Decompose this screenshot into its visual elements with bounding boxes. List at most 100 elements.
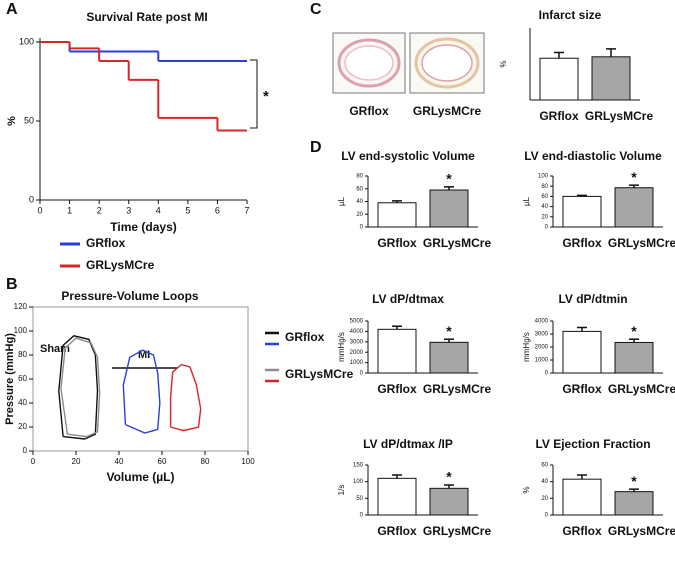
y-axis-label: Pressure (mmHg) xyxy=(4,333,16,425)
y-axis-label: % xyxy=(499,60,508,67)
chart-title: LV end-systolic Volume xyxy=(341,149,475,163)
y-tick-label: 60 xyxy=(541,463,548,469)
bar xyxy=(377,477,417,516)
x-tick-label: GRflox xyxy=(562,524,602,538)
annotation: * xyxy=(446,469,452,485)
y-tick-label: 0 xyxy=(360,371,364,377)
y-tick-label: 80 xyxy=(541,184,548,190)
bar xyxy=(591,56,631,101)
x-tick-label: 0 xyxy=(31,457,36,466)
x-tick-label: 5 xyxy=(185,205,190,215)
bar xyxy=(614,341,654,374)
y-tick-label: 4000 xyxy=(535,319,549,325)
y-tick-label: 2000 xyxy=(350,350,364,356)
annotation: * xyxy=(446,171,452,187)
x-tick-label: 80 xyxy=(201,457,210,466)
y-tick-label: 3000 xyxy=(350,339,364,345)
y-tick-label: 0 xyxy=(23,446,28,455)
pv-loop xyxy=(60,337,101,438)
pv-loop xyxy=(169,363,202,432)
x-tick-label: GRLysMCre xyxy=(423,236,492,250)
bar xyxy=(377,328,417,374)
bar xyxy=(539,57,579,101)
y-tick-label: 40 xyxy=(18,398,27,407)
y-tick-label: 100 xyxy=(353,479,364,485)
image-caption: GRLysMCre xyxy=(413,104,482,118)
y-tick-label: 0 xyxy=(360,513,364,519)
y-axis-label: µL xyxy=(337,196,346,206)
y-tick-label: 150 xyxy=(353,463,364,469)
y-tick-label: 60 xyxy=(541,194,548,200)
x-tick-label: GRflox xyxy=(562,236,602,250)
y-tick-label: 0 xyxy=(545,513,549,519)
y-tick-label: 50 xyxy=(356,496,363,502)
x-tick-label: GRLysMCre xyxy=(608,524,675,538)
x-tick-label: GRLysMCre xyxy=(423,524,492,538)
x-tick-label: 0 xyxy=(37,205,42,215)
bar xyxy=(614,187,654,228)
y-tick-label: 3000 xyxy=(535,332,549,338)
y-axis-label: mmHg/s xyxy=(337,332,346,362)
x-axis-label: Volume (µL) xyxy=(106,470,174,484)
legend-label: GRflox xyxy=(86,236,126,250)
x-tick-label: 3 xyxy=(126,205,131,215)
y-tick-label: 60 xyxy=(356,186,363,192)
y-tick-label: 80 xyxy=(18,350,27,359)
chart-title: Infarct size xyxy=(539,8,602,22)
y-axis-label: µL xyxy=(522,196,531,206)
y-tick-label: 100 xyxy=(19,36,34,46)
y-tick-label: 20 xyxy=(541,496,548,502)
x-tick-label: 1 xyxy=(67,205,72,215)
y-tick-label: 50 xyxy=(24,115,34,125)
y-axis-label: % xyxy=(6,116,18,126)
annotation: * xyxy=(631,473,637,489)
y-tick-label: 0 xyxy=(545,371,549,377)
bar xyxy=(562,330,602,374)
y-tick-label: 20 xyxy=(356,212,363,218)
annotation: * xyxy=(446,323,452,339)
x-tick-label: 4 xyxy=(156,205,161,215)
x-tick-label: 40 xyxy=(115,457,124,466)
y-tick-label: 5000 xyxy=(350,319,364,325)
chart-title: LV Ejection Fraction xyxy=(535,437,650,451)
pv-loop xyxy=(122,349,161,434)
y-tick-label: 100 xyxy=(14,326,28,335)
significance-bracket xyxy=(250,59,258,129)
y-tick-label: 40 xyxy=(541,204,548,210)
bar xyxy=(429,487,469,516)
panel-label: A xyxy=(6,1,18,18)
x-tick-label: GRLysMCre xyxy=(585,109,654,123)
bar xyxy=(377,202,417,228)
chart-title: LV dP/dtmax /IP xyxy=(363,437,453,451)
y-axis-label: mmHg/s xyxy=(522,332,531,362)
y-axis-label: % xyxy=(522,486,531,493)
histology-image xyxy=(332,32,406,94)
bar xyxy=(614,491,654,516)
y-tick-label: 0 xyxy=(360,225,364,231)
y-axis-label: 1/s xyxy=(337,485,346,496)
x-tick-label: GRflox xyxy=(562,382,602,396)
x-tick-label: GRflox xyxy=(539,109,579,123)
pv-loop xyxy=(58,335,99,440)
legend-label: GRflox xyxy=(285,330,325,344)
y-tick-label: 40 xyxy=(356,199,363,205)
chart-title: Pressure-Volume Loops xyxy=(61,289,198,303)
y-tick-label: 20 xyxy=(18,422,27,431)
bar xyxy=(429,341,469,374)
y-tick-label: 4000 xyxy=(350,329,364,335)
x-tick-label: 100 xyxy=(241,457,255,466)
x-tick-label: 2 xyxy=(97,205,102,215)
y-tick-label: 1000 xyxy=(350,360,364,366)
legend-label: GRLysMCre xyxy=(285,367,354,381)
x-tick-label: 20 xyxy=(72,457,81,466)
y-tick-label: 80 xyxy=(356,174,363,180)
chart-title: LV dP/dtmin xyxy=(558,292,627,306)
y-tick-label: 1000 xyxy=(535,358,549,364)
x-tick-label: GRLysMCre xyxy=(608,236,675,250)
chart-title: LV dP/dtmax xyxy=(372,292,444,306)
bar xyxy=(429,189,469,228)
y-tick-label: 20 xyxy=(541,214,548,220)
panel-label: B xyxy=(6,276,18,293)
